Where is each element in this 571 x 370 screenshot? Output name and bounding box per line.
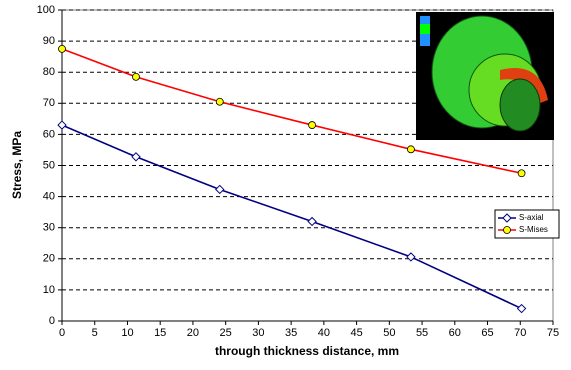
legend-label: S-Mises [519, 225, 548, 234]
x-tick-label: 50 [383, 327, 395, 339]
x-tick-label: 40 [318, 327, 330, 339]
legend-label: S-axial [519, 213, 544, 222]
chart: through thickness distance, mm Stress, M… [0, 0, 571, 365]
x-tick-label: 65 [481, 327, 493, 339]
x-tick-label: 20 [187, 327, 199, 339]
x-tick-label: 70 [514, 327, 526, 339]
x-tick-label: 55 [416, 327, 428, 339]
x-tick-label: 0 [59, 327, 65, 339]
y-tick-label: 90 [43, 35, 55, 47]
x-tick-label: 60 [449, 327, 461, 339]
y-tick-label: 80 [43, 66, 55, 78]
y-tick-label: 70 [43, 97, 55, 109]
marker [504, 227, 511, 234]
x-tick-label: 10 [121, 327, 133, 339]
y-tick-label: 100 [37, 4, 55, 16]
y-tick-label: 0 [49, 315, 55, 327]
y-tick-label: 30 [43, 222, 55, 234]
x-axis-title: through thickness distance, mm [215, 344, 399, 358]
x-tick-label: 30 [252, 327, 264, 339]
inset-image [416, 12, 554, 140]
x-tick-label: 5 [92, 327, 98, 339]
x-tick-label: 15 [154, 327, 166, 339]
x-tick-label: 35 [285, 327, 297, 339]
y-tick-label: 40 [43, 191, 55, 203]
marker [216, 98, 223, 105]
y-axis-title: Stress, MPa [10, 131, 24, 199]
y-tick-label: 50 [43, 159, 55, 171]
marker [132, 73, 139, 80]
y-tick-label: 60 [43, 128, 55, 140]
marker [309, 122, 316, 129]
x-tick-label: 25 [220, 327, 232, 339]
x-tick-label: 75 [547, 327, 559, 339]
x-tick-label: 45 [350, 327, 362, 339]
y-tick-label: 10 [43, 284, 55, 296]
marker [407, 146, 414, 153]
marker [59, 45, 66, 52]
marker [518, 170, 525, 177]
y-tick-label: 20 [43, 253, 55, 265]
